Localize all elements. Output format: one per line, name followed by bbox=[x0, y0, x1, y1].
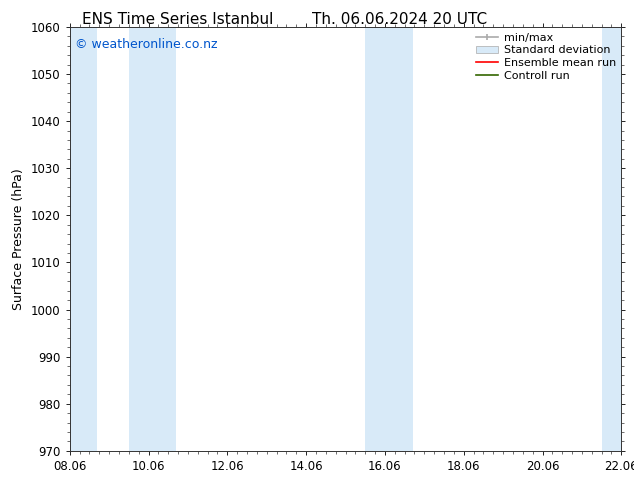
Bar bbox=[365, 27, 413, 451]
Bar bbox=[602, 27, 621, 451]
Y-axis label: Surface Pressure (hPa): Surface Pressure (hPa) bbox=[13, 168, 25, 310]
Bar bbox=[129, 27, 176, 451]
Bar bbox=[70, 27, 97, 451]
Text: © weatheronline.co.nz: © weatheronline.co.nz bbox=[75, 38, 217, 50]
Text: Th. 06.06.2024 20 UTC: Th. 06.06.2024 20 UTC bbox=[312, 12, 487, 27]
Text: ENS Time Series Istanbul: ENS Time Series Istanbul bbox=[82, 12, 273, 27]
Legend: min/max, Standard deviation, Ensemble mean run, Controll run: min/max, Standard deviation, Ensemble me… bbox=[472, 29, 619, 84]
